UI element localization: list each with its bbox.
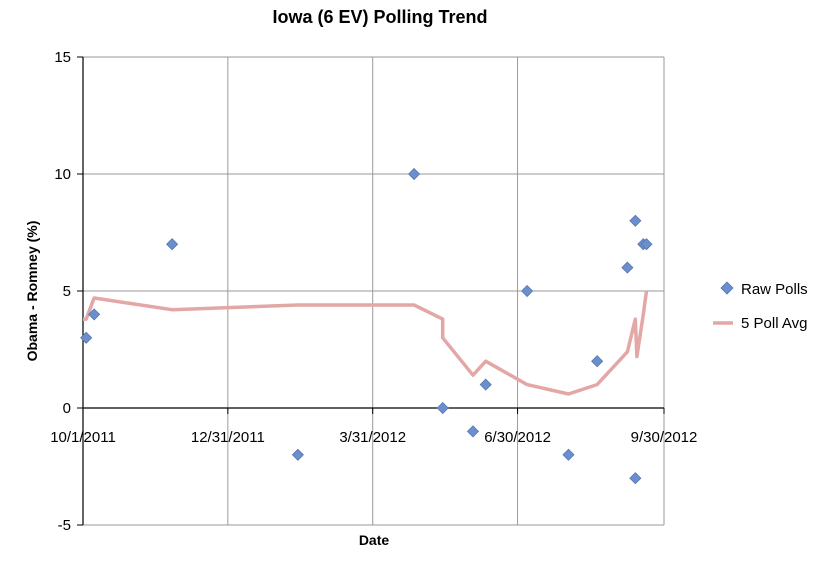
raw-poll-point <box>629 214 642 227</box>
raw-poll-point <box>562 448 575 461</box>
raw-polls-points <box>80 167 653 485</box>
x-tick-label: 3/31/2012 <box>339 429 406 446</box>
raw-poll-point <box>466 425 480 438</box>
x-tick-label: 10/1/2011 <box>50 429 116 446</box>
raw-poll-point <box>436 401 449 415</box>
raw-poll-point <box>166 238 179 251</box>
raw-poll-point <box>621 261 634 274</box>
gridlines <box>83 56 665 526</box>
chart-title: Iowa (6 EV) Polling Trend <box>272 7 487 27</box>
axes <box>77 56 665 526</box>
raw-poll-point <box>640 238 653 251</box>
y-tick-labels: -5 0 5 10 15 <box>54 49 71 534</box>
raw-poll-point <box>88 308 101 321</box>
x-tick-label: 6/30/2012 <box>484 429 551 446</box>
raw-poll-point <box>521 284 534 298</box>
x-tick-labels: 10/1/2011 12/31/2011 3/31/2012 6/30/2012 9/3… <box>50 429 697 446</box>
five-poll-average-line <box>83 290 649 396</box>
legend-avg-label: 5 Poll Avg <box>741 315 807 332</box>
legend: Raw Polls 5 Poll Avg <box>713 281 808 332</box>
raw-poll-point <box>291 448 304 461</box>
y-axis-title: Obama - Romney (%) <box>24 221 40 362</box>
legend-raw-polls-label: Raw Polls <box>741 281 808 298</box>
raw-poll-point <box>479 378 492 391</box>
x-axis-title: Date <box>359 532 390 548</box>
y-tick-label: -5 <box>58 517 71 534</box>
y-tick-label: 0 <box>63 400 71 417</box>
raw-poll-point <box>80 331 93 344</box>
raw-poll-point <box>629 472 642 485</box>
y-tick-label: 10 <box>54 166 71 183</box>
y-tick-label: 15 <box>54 49 71 66</box>
avg-line-path <box>83 290 649 396</box>
raw-poll-point <box>591 355 604 368</box>
x-tick-label: 12/31/2011 <box>191 429 265 446</box>
raw-poll-point <box>408 167 421 181</box>
y-tick-label: 5 <box>63 283 71 300</box>
legend-raw-polls-marker <box>720 281 734 295</box>
x-tick-label: 9/30/2012 <box>631 429 698 446</box>
